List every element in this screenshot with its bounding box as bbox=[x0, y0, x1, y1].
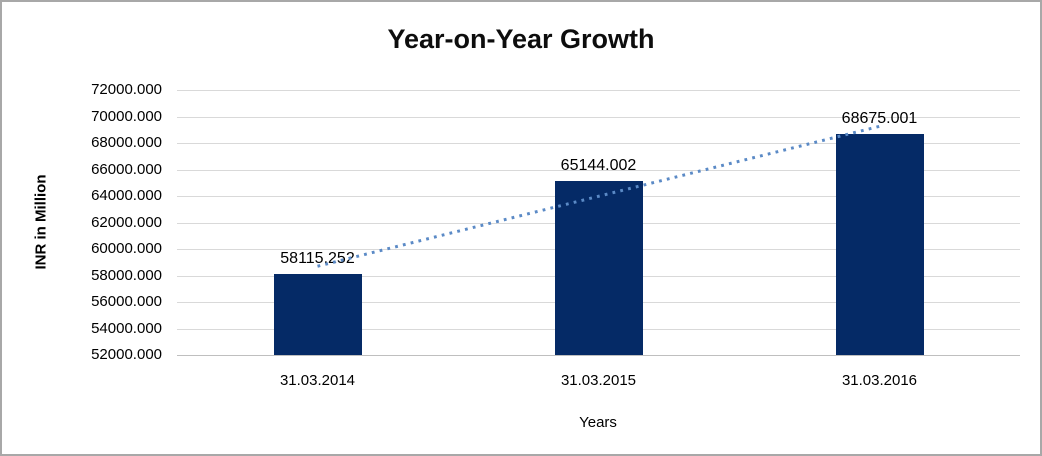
y-tick-label: 62000.000 bbox=[91, 213, 162, 231]
x-tick-label: 31.03.2015 bbox=[560, 372, 637, 389]
y-tick-label: 58000.000 bbox=[91, 266, 162, 284]
y-tick-label: 68000.000 bbox=[91, 134, 162, 151]
plot-area: 58115.252 65144.002 68675.001 bbox=[177, 90, 1020, 356]
y-tick-label: 66000.000 bbox=[91, 160, 162, 178]
y-tick-label: 70000.000 bbox=[91, 107, 162, 125]
gridline bbox=[177, 90, 1020, 91]
y-tick-label: 54000.000 bbox=[91, 319, 162, 337]
gridline bbox=[177, 116, 1020, 118]
bar-data-label: 65144.002 bbox=[560, 156, 637, 174]
y-tick-label: 52000.000 bbox=[91, 346, 162, 363]
x-axis-line bbox=[177, 355, 1020, 356]
bar-data-label: 58115.252 bbox=[280, 250, 355, 267]
x-tick-label: 31.03.2014 bbox=[279, 372, 356, 389]
bar-31.03.2014 bbox=[273, 274, 362, 355]
y-tick-label: 64000.000 bbox=[91, 187, 162, 204]
y-tick-label: 60000.000 bbox=[91, 240, 162, 257]
bar-data-label: 68675.001 bbox=[841, 110, 918, 128]
bar-31.03.2016 bbox=[835, 134, 924, 355]
y-tick-label: 56000.000 bbox=[91, 293, 162, 310]
x-tick-label: 31.03.2016 bbox=[841, 372, 918, 389]
bar-31.03.2015 bbox=[554, 180, 643, 355]
x-axis-title: Years bbox=[579, 414, 617, 431]
chart-title: Year-on-Year Growth bbox=[387, 24, 655, 54]
y-tick-label: 72000.000 bbox=[91, 81, 162, 98]
